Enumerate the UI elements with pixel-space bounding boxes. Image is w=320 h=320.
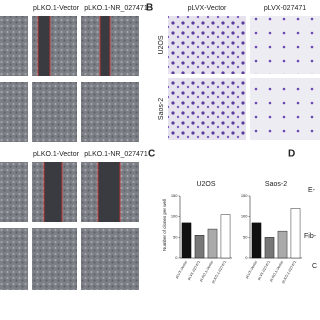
x-tick-label: pLVX-027471 (257, 260, 271, 281)
x-tick-label: pLVX-Vector (245, 259, 259, 279)
y-tick-label: 150 (241, 193, 248, 198)
chart-title: Saos-2 (265, 181, 287, 188)
y-tick-label: 150 (171, 193, 178, 198)
wound-label: pLKO.1-NR_027471 (84, 5, 148, 12)
d-label: E- (308, 187, 316, 194)
bar (207, 228, 218, 259)
bar (277, 230, 288, 259)
bar (251, 222, 262, 259)
row-label: Saos-2 (158, 98, 165, 120)
bar (194, 235, 205, 259)
y-tick-label: 100 (171, 214, 178, 219)
x-tick-label: pLVX-Vector (175, 259, 189, 279)
y-tick-label: 0 (245, 255, 248, 260)
y-tick-label: 0 (175, 255, 178, 260)
panel-label: C (148, 149, 155, 160)
wound-label: pLKO.1-NR_027471 (84, 151, 148, 158)
x-tick-label: pLKO.1-027471 (211, 260, 227, 284)
y-tick-label: 50 (173, 234, 178, 239)
chart-title: U2OS (196, 181, 215, 188)
y-tick-label: 100 (241, 214, 248, 219)
d-label: C (312, 263, 317, 270)
column-label: pLVX-Vector (188, 5, 227, 12)
x-tick-label: pLKO.1-027471 (281, 260, 297, 284)
y-axis-label: Number of clones per well (162, 199, 167, 251)
wound-label: pLKO.1-Vector (33, 151, 80, 158)
y-tick-label: 50 (243, 234, 248, 239)
column-label: pLVX-027471 (264, 5, 306, 12)
transwell-images (168, 16, 320, 140)
panel-label: B (146, 3, 153, 14)
bar (290, 208, 301, 259)
row-label: U2OS (158, 35, 165, 54)
panel-label: D (288, 149, 295, 160)
bar (220, 214, 231, 259)
x-tick-label: pLVX-027471 (187, 260, 201, 281)
bar (264, 237, 275, 259)
wound-images (0, 16, 139, 290)
bar (181, 222, 192, 259)
wound-label: pLKO.1-Vector (33, 5, 80, 12)
d-label: Fib- (304, 233, 317, 240)
